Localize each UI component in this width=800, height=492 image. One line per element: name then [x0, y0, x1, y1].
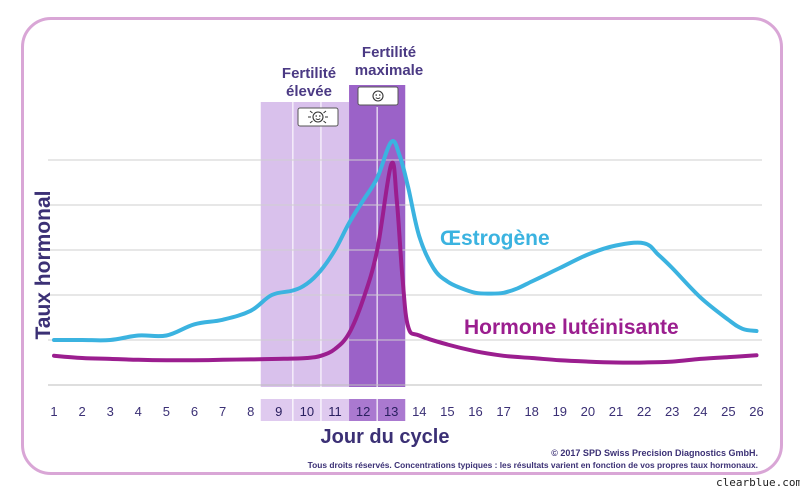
x-tick-label: 1 — [50, 404, 57, 419]
x-tick-label: 11 — [328, 404, 342, 419]
x-tick-label: 10 — [300, 404, 314, 419]
x-tick-label: 9 — [275, 404, 282, 419]
series-label-lh: Hormone lutéinisante — [464, 316, 679, 339]
smiley-face-icon — [357, 86, 399, 106]
series-label-estrogen: Œstrogène — [440, 227, 550, 250]
x-tick-label: 17 — [496, 404, 510, 419]
x-tick-label: 25 — [721, 404, 735, 419]
x-tick-label: 5 — [163, 404, 170, 419]
x-tick-label: 13 — [384, 404, 398, 419]
watermark: clearblue.com — [716, 476, 800, 489]
x-axis-title: Jour du cycle — [321, 426, 450, 448]
y-axis-title: Taux hormonal — [32, 191, 55, 340]
zone-peak-label-line2: maximale — [355, 62, 423, 79]
x-tick-label: 26 — [749, 404, 763, 419]
x-tick-label: 7 — [219, 404, 226, 419]
x-tick-label: 6 — [191, 404, 198, 419]
zone-tick-band — [260, 399, 350, 421]
x-tick-label: 20 — [581, 404, 595, 419]
zone-peak-label-line1: Fertilité — [362, 44, 416, 61]
x-tick-label: 24 — [693, 404, 707, 419]
series-line-estrogen — [52, 139, 759, 343]
x-tick-label: 21 — [609, 404, 623, 419]
x-tick-label: 19 — [553, 404, 567, 419]
series-line-lh — [52, 160, 759, 365]
sun-face-icon — [297, 107, 339, 127]
x-tick-label: 15 — [440, 404, 454, 419]
x-tick-label: 18 — [524, 404, 538, 419]
x-tick-label: 4 — [135, 404, 142, 419]
copyright-text: © 2017 SPD Swiss Precision Diagnostics G… — [551, 448, 758, 458]
x-tick-label: 23 — [665, 404, 679, 419]
x-tick-label: 16 — [468, 404, 482, 419]
disclaimer-text: Tous droits réservés. Concentrations typ… — [308, 460, 758, 470]
x-tick-label: 2 — [78, 404, 85, 419]
zone-high-label-line2: élevée — [286, 83, 332, 100]
zone-high-label-line1: Fertilité — [282, 65, 336, 82]
x-tick-label: 8 — [247, 404, 254, 419]
x-tick-label: 12 — [356, 404, 370, 419]
x-tick-label: 22 — [637, 404, 651, 419]
x-tick-label: 14 — [412, 404, 426, 419]
x-tick-label: 3 — [107, 404, 114, 419]
